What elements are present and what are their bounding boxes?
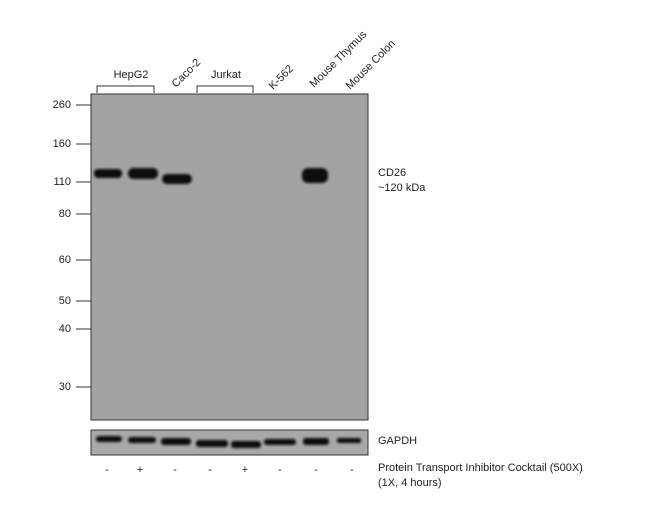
- treatment-sign: -: [173, 464, 177, 476]
- sample-label: Caco-2: [170, 57, 204, 91]
- target-name: CD26: [378, 167, 406, 179]
- treatment-sign: +: [242, 464, 248, 476]
- gapdh-bands: [96, 436, 361, 448]
- mw-marker: 30: [59, 381, 71, 393]
- sample-label: Jurkat: [211, 69, 241, 81]
- mw-marker: 60: [59, 254, 71, 266]
- mw-marker: 40: [59, 323, 71, 335]
- mw-marker: 50: [59, 295, 71, 307]
- hepg2-bracket: [96, 85, 155, 93]
- mw-marker: 80: [59, 208, 71, 220]
- treatment-sign: +: [137, 464, 143, 476]
- treatment-dose: (1X, 4 hours): [378, 477, 442, 489]
- mw-marker: 260: [53, 99, 71, 111]
- treatment-sign: -: [314, 464, 318, 476]
- cd26-bands: [94, 168, 328, 184]
- treatment-label: Protein Transport Inhibitor Cocktail (50…: [378, 462, 583, 474]
- jurkat-bracket: [196, 85, 254, 93]
- cd26-blot: [90, 93, 369, 421]
- treatment-sign: -: [208, 464, 212, 476]
- mw-marker: 110: [53, 176, 71, 188]
- mw-marker: 160: [53, 138, 71, 150]
- treatment-sign: -: [105, 464, 109, 476]
- treatment-sign: -: [278, 464, 282, 476]
- sample-label: K-562: [267, 63, 296, 92]
- treatment-sign: -: [350, 464, 354, 476]
- loading-control: GAPDH: [378, 435, 417, 447]
- target-size: ~120 kDa: [378, 182, 426, 194]
- sample-label: HepG2: [114, 69, 149, 81]
